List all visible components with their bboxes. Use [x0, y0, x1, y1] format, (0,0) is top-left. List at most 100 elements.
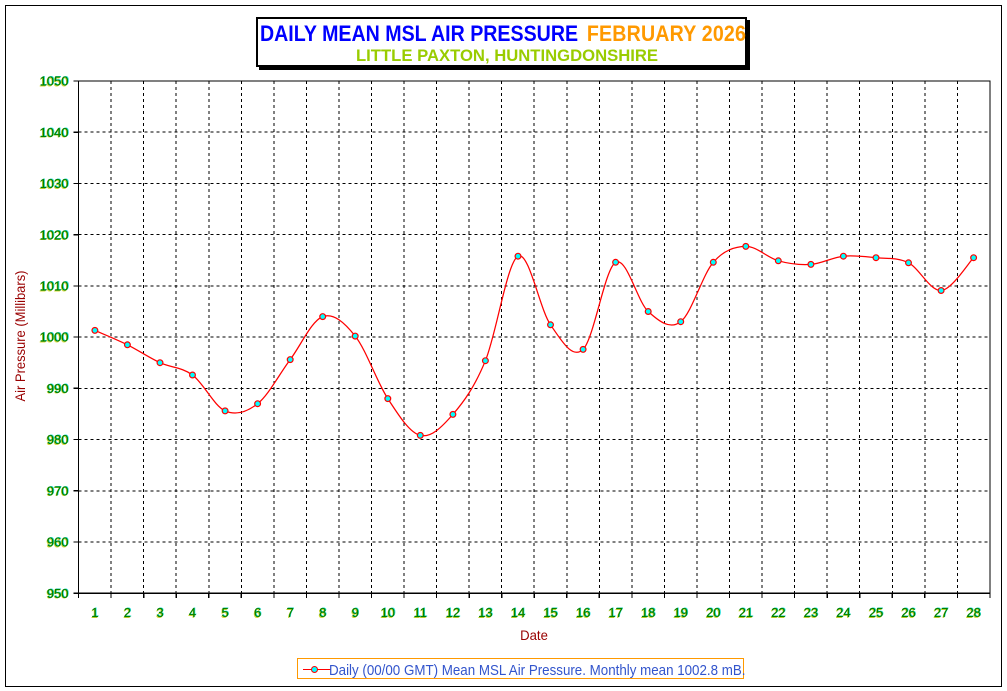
svg-text:1040: 1040 — [40, 125, 69, 140]
svg-text:1: 1 — [90, 606, 97, 621]
svg-text:980: 980 — [47, 432, 69, 447]
svg-text:23: 23 — [804, 605, 818, 620]
svg-text:1030: 1030 — [39, 177, 68, 192]
svg-text:5: 5 — [221, 605, 228, 620]
svg-text:16: 16 — [577, 605, 591, 620]
svg-text:27: 27 — [934, 605, 948, 620]
svg-text:14: 14 — [511, 605, 525, 620]
svg-text:1020: 1020 — [39, 228, 68, 243]
svg-text:950: 950 — [46, 587, 68, 602]
svg-text:12: 12 — [446, 605, 460, 620]
svg-text:10: 10 — [380, 606, 394, 621]
svg-text:970: 970 — [47, 483, 69, 498]
svg-text:22: 22 — [771, 605, 785, 620]
svg-text:25: 25 — [869, 605, 883, 620]
svg-text:10: 10 — [381, 605, 395, 620]
svg-text:9: 9 — [352, 605, 359, 620]
svg-text:5: 5 — [222, 605, 229, 620]
svg-text:960: 960 — [47, 535, 69, 550]
svg-text:12: 12 — [446, 605, 460, 620]
svg-text:950: 950 — [47, 586, 69, 601]
svg-text:17: 17 — [609, 605, 623, 620]
svg-text:9: 9 — [352, 605, 359, 620]
svg-text:19: 19 — [674, 605, 688, 620]
svg-text:25: 25 — [870, 605, 884, 620]
svg-text:27: 27 — [935, 605, 949, 620]
svg-text:Air Pressure (Millibars): Air Pressure (Millibars) — [12, 271, 28, 402]
svg-text:24: 24 — [837, 605, 851, 620]
svg-text:18: 18 — [641, 605, 655, 620]
svg-text:28: 28 — [966, 605, 980, 620]
svg-text:2: 2 — [125, 605, 132, 620]
svg-text:12: 12 — [445, 606, 459, 621]
svg-text:1000: 1000 — [40, 329, 69, 344]
svg-text:13: 13 — [478, 605, 492, 620]
svg-text:26: 26 — [900, 606, 914, 621]
svg-text:15: 15 — [543, 605, 557, 620]
svg-text:7: 7 — [287, 605, 294, 620]
svg-text:4: 4 — [188, 606, 195, 621]
svg-text:1: 1 — [91, 605, 98, 620]
svg-text:7: 7 — [286, 606, 293, 621]
svg-text:9: 9 — [351, 606, 358, 621]
svg-text:6: 6 — [254, 605, 261, 620]
svg-text:990: 990 — [46, 382, 68, 397]
svg-text:1040: 1040 — [39, 126, 68, 141]
svg-text:3: 3 — [156, 605, 163, 620]
svg-text:20: 20 — [705, 606, 719, 621]
svg-text:960: 960 — [48, 534, 70, 549]
svg-text:24: 24 — [835, 606, 849, 621]
svg-text:1000: 1000 — [39, 331, 68, 346]
svg-text:1030: 1030 — [40, 176, 69, 191]
svg-text:26: 26 — [901, 605, 915, 620]
svg-text:8: 8 — [320, 605, 327, 620]
svg-text:950: 950 — [48, 585, 70, 600]
svg-text:10: 10 — [381, 605, 395, 620]
svg-text:1040: 1040 — [40, 124, 69, 139]
svg-text:28: 28 — [967, 605, 981, 620]
svg-text:980: 980 — [48, 432, 70, 447]
svg-text:1010: 1010 — [40, 278, 69, 293]
svg-text:8: 8 — [318, 606, 325, 621]
svg-text:13: 13 — [479, 605, 493, 620]
svg-text:1030: 1030 — [40, 176, 69, 191]
svg-text:14: 14 — [510, 606, 524, 621]
svg-text:15: 15 — [542, 606, 556, 621]
svg-text:13: 13 — [477, 606, 491, 621]
svg-text:18: 18 — [642, 605, 656, 620]
svg-text:990: 990 — [47, 381, 69, 396]
svg-text:23: 23 — [804, 605, 818, 620]
svg-text:22: 22 — [770, 606, 784, 621]
svg-text:1050: 1050 — [40, 73, 69, 88]
svg-text:20: 20 — [707, 605, 721, 620]
svg-text:24: 24 — [836, 605, 850, 620]
svg-text:16: 16 — [576, 605, 590, 620]
svg-text:17: 17 — [608, 605, 622, 620]
svg-text:1000: 1000 — [40, 330, 69, 345]
svg-text:21: 21 — [739, 605, 753, 620]
svg-text:990: 990 — [48, 380, 70, 395]
svg-text:19: 19 — [673, 605, 687, 620]
svg-text:25: 25 — [868, 606, 882, 621]
svg-text:1: 1 — [92, 605, 99, 620]
svg-text:18: 18 — [640, 606, 654, 621]
svg-text:1020: 1020 — [40, 227, 69, 242]
svg-text:4: 4 — [189, 605, 196, 620]
svg-text:21: 21 — [739, 605, 753, 620]
svg-text:3: 3 — [157, 605, 164, 620]
svg-text:5: 5 — [221, 606, 228, 621]
svg-text:14: 14 — [512, 605, 526, 620]
svg-text:2: 2 — [124, 605, 131, 620]
svg-text:1050: 1050 — [39, 74, 68, 89]
svg-text:Date: Date — [520, 628, 548, 643]
svg-text:6: 6 — [253, 606, 260, 621]
svg-text:11: 11 — [414, 605, 428, 620]
svg-text:6: 6 — [255, 605, 262, 620]
svg-text:19: 19 — [673, 606, 687, 621]
svg-text:23: 23 — [803, 606, 817, 621]
svg-text:28: 28 — [966, 606, 980, 621]
svg-text:11: 11 — [413, 606, 427, 621]
svg-text:3: 3 — [156, 606, 163, 621]
svg-text:1010: 1010 — [39, 279, 68, 294]
svg-text:970: 970 — [46, 484, 68, 499]
